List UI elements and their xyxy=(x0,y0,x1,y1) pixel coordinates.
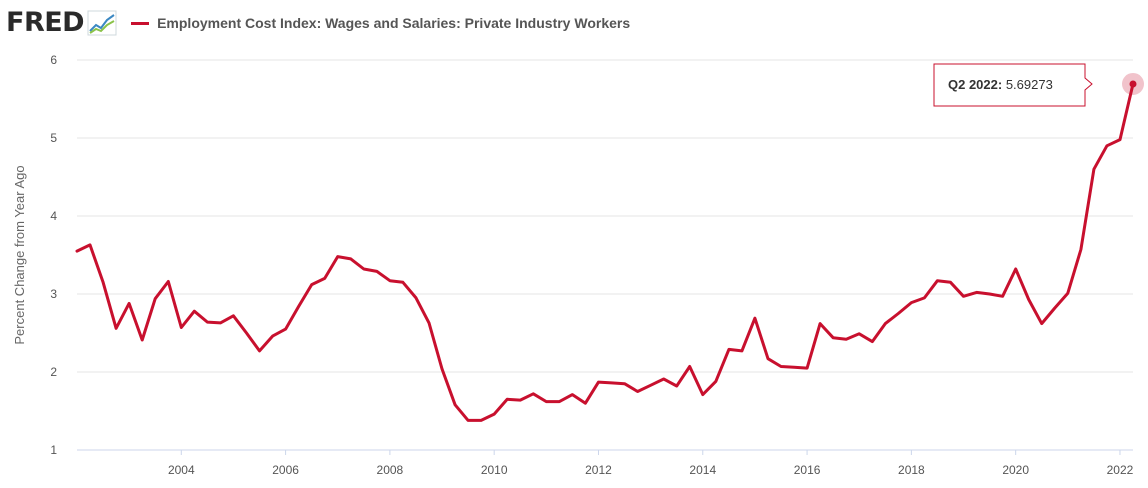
legend[interactable]: Employment Cost Index: Wages and Salarie… xyxy=(131,15,630,31)
y-tick-label: 3 xyxy=(50,287,57,301)
legend-swatch xyxy=(131,21,150,25)
y-tick-label: 5 xyxy=(50,131,57,145)
x-tick-label: 2004 xyxy=(168,463,195,477)
x-tick-label: 2014 xyxy=(689,463,716,477)
fred-logo[interactable]: FRED xyxy=(6,6,117,40)
y-tick-label: 4 xyxy=(50,209,57,223)
tooltip-text: Q2 2022: 5.69273 xyxy=(948,77,1053,92)
x-tick-label: 2016 xyxy=(794,463,821,477)
tooltip-box xyxy=(933,63,1093,107)
x-axis: 2004 2006 2008 2010 2012 2014 2016 2018 2020 2022 xyxy=(77,449,1134,477)
y-axis-title: Percent Change from Year Ago xyxy=(12,165,27,344)
trend-chart-icon xyxy=(87,10,117,36)
tooltip-value: 5.69273 xyxy=(1002,77,1053,92)
x-tick-label: 2018 xyxy=(898,463,925,477)
x-tick-label: 2020 xyxy=(1002,463,1029,477)
y-tick-label: 2 xyxy=(50,365,57,379)
series-layer xyxy=(75,72,1144,422)
series-line[interactable] xyxy=(75,82,1135,422)
x-tick-label: 2022 xyxy=(1107,463,1134,477)
x-tick-label: 2012 xyxy=(585,463,612,477)
y-tick-label: 6 xyxy=(50,53,57,67)
y-tick-label: 1 xyxy=(50,443,57,457)
highlight-point[interactable] xyxy=(1129,80,1137,88)
chart-header: FRED Employment Cost Index: Wages and Sa… xyxy=(6,6,1136,40)
legend-series-label: Employment Cost Index: Wages and Salarie… xyxy=(157,15,631,31)
x-tick-label: 2006 xyxy=(272,463,299,477)
tooltip: Q2 2022: 5.69273 xyxy=(933,63,1093,107)
y-axis: 1 2 3 4 5 6 xyxy=(50,53,57,457)
tooltip-date: Q2 2022: xyxy=(948,77,1002,92)
x-tick-label: 2008 xyxy=(377,463,404,477)
fred-logo-text: FRED xyxy=(6,7,85,38)
x-tick-label: 2010 xyxy=(481,463,508,477)
grid-lines xyxy=(77,59,1133,451)
